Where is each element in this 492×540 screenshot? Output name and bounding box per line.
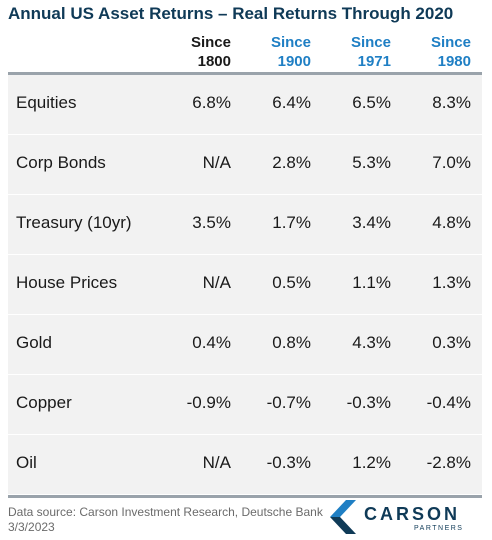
carson-chevron-icon [330, 500, 356, 534]
table-row: Gold 0.4% 0.8% 4.3% 0.3% [8, 315, 482, 375]
source-text: Data source: Carson Investment Research,… [8, 505, 323, 519]
table-cell: 8.3% [432, 93, 471, 112]
table-cell: 1.1% [352, 273, 391, 292]
table-row: Treasury (10yr) 3.5% 1.7% 3.4% 4.8% [8, 195, 482, 255]
table-cell: 0.3% [432, 333, 471, 352]
column-header-1800: Since 1800 [161, 33, 231, 71]
column-header-line1: Since [350, 34, 391, 51]
source-date: 3/3/2023 [8, 520, 55, 534]
column-header-year: 1980 [437, 53, 471, 70]
table-row: Oil N/A -0.3% 1.2% -2.8% [8, 435, 482, 495]
table-row: Corp Bonds N/A 2.8% 5.3% 7.0% [8, 135, 482, 195]
table-cell: 2.8% [272, 153, 311, 172]
table-cell: 6.4% [272, 93, 311, 112]
chart-title: Annual US Asset Returns – Real Returns T… [8, 4, 454, 23]
returns-table: Equities 6.8% 6.4% 6.5% 8.3% Corp Bonds N/A 2.8… [8, 75, 482, 495]
table-cell: 1.7% [272, 213, 311, 232]
table-cell: 1.2% [352, 453, 391, 472]
column-header-1900: Since 1900 [241, 33, 311, 71]
table-cell: -0.4% [426, 393, 471, 412]
table-cell: 0.5% [272, 273, 311, 292]
table-cell: 6.8% [192, 93, 231, 112]
column-header-1971: Since 1971 [321, 33, 391, 71]
table-cell: 1.3% [432, 273, 471, 292]
row-label: Equities [16, 93, 77, 112]
row-label: Treasury (10yr) [16, 213, 132, 232]
table-cell: 3.5% [192, 213, 231, 232]
table-cell: 0.4% [192, 333, 231, 352]
table-row: House Prices N/A 0.5% 1.1% 1.3% [8, 255, 482, 315]
table-row: Copper -0.9% -0.7% -0.3% -0.4% [8, 375, 482, 435]
row-label: Oil [16, 453, 37, 472]
table-cell: 0.8% [272, 333, 311, 352]
source-note: Data source: Carson Investment Research,… [8, 505, 323, 535]
table-cell: 3.4% [352, 213, 391, 232]
row-label: Corp Bonds [16, 153, 106, 172]
header-rule [8, 72, 482, 75]
column-header-1980: Since 1980 [401, 33, 471, 71]
table-cell: 6.5% [352, 93, 391, 112]
column-header-year: 1900 [277, 53, 311, 70]
column-header-line1: Since [270, 34, 311, 51]
table-cell: -0.3% [266, 453, 311, 472]
row-label: Gold [16, 333, 52, 352]
logo-name: CARSON [364, 504, 461, 524]
table-cell: N/A [202, 273, 231, 292]
carson-logo: CARSON PARTNERS [330, 500, 480, 534]
table-cell: -2.8% [426, 453, 471, 472]
row-label: House Prices [16, 273, 118, 292]
row-label: Copper [16, 393, 72, 412]
table-cell: -0.3% [346, 393, 391, 412]
table-cell: N/A [202, 453, 231, 472]
footer-rule [8, 495, 482, 498]
table-cell: 7.0% [432, 153, 471, 172]
table-cell: N/A [202, 153, 231, 172]
table-cell: 4.8% [432, 213, 471, 232]
column-header-year: 1800 [197, 53, 231, 70]
logo-subtitle: PARTNERS [414, 525, 464, 532]
table-cell: -0.7% [266, 393, 311, 412]
table-cell: 4.3% [352, 333, 391, 352]
table-row: Equities 6.8% 6.4% 6.5% 8.3% [8, 75, 482, 135]
column-header-year: 1971 [357, 53, 391, 70]
table-cell: 5.3% [352, 153, 391, 172]
column-header-line1: Since [190, 34, 231, 51]
column-header-line1: Since [430, 34, 471, 51]
table-cell: -0.9% [186, 393, 231, 412]
